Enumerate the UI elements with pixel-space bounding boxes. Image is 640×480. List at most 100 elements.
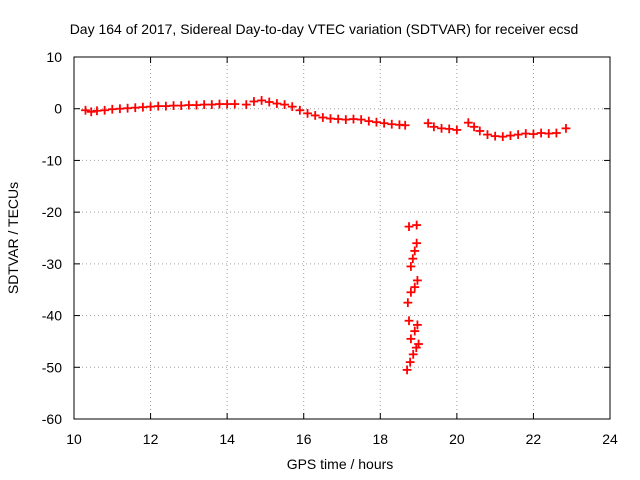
data-point — [349, 114, 358, 124]
data-point — [326, 114, 335, 123]
data-point — [406, 262, 416, 271]
data-point — [176, 101, 186, 111]
data-point — [318, 113, 328, 122]
data-point — [513, 130, 523, 139]
data-point — [408, 349, 418, 359]
data-point — [192, 100, 201, 110]
data-point — [561, 123, 571, 133]
data-point — [272, 99, 282, 108]
y-tick-label: 10 — [46, 49, 62, 65]
data-point — [207, 100, 217, 109]
tick-layer — [73, 56, 611, 420]
data-point — [161, 101, 171, 111]
data-point — [410, 246, 420, 256]
y-tick-label: -30 — [42, 256, 62, 272]
data-point — [264, 97, 274, 107]
x-tick-label: 22 — [526, 431, 542, 447]
y-axis-label: SDTVAR / TECUs — [5, 182, 21, 294]
data-point — [199, 100, 209, 109]
data-point — [506, 131, 515, 141]
y-tick-label: -60 — [42, 411, 62, 427]
x-tick-label: 20 — [449, 431, 465, 447]
data-point — [444, 124, 454, 134]
data-point — [521, 129, 531, 138]
x-tick-label: 18 — [372, 431, 388, 447]
data-point — [310, 111, 320, 120]
data-point — [413, 320, 422, 330]
data-point — [81, 105, 90, 115]
data-point — [469, 122, 479, 132]
data-point — [437, 123, 446, 133]
data-point — [404, 222, 414, 232]
data-point — [463, 118, 473, 128]
data-point — [490, 131, 500, 141]
x-tick-label: 16 — [296, 431, 312, 447]
data-point — [333, 114, 343, 124]
data-point — [130, 103, 140, 113]
y-tick-label: 0 — [54, 101, 62, 117]
data-point — [123, 103, 133, 113]
data-point — [414, 339, 423, 349]
data-point — [400, 120, 410, 130]
data-point — [100, 105, 110, 115]
data-point — [404, 316, 414, 326]
data-point — [249, 97, 259, 106]
y-tick-label: -10 — [42, 152, 62, 168]
data-point — [406, 334, 416, 344]
data-point — [257, 96, 267, 105]
data-point — [406, 287, 416, 297]
data-point — [483, 130, 492, 139]
data-point — [92, 106, 102, 116]
data-point — [498, 132, 508, 142]
data-point — [153, 101, 163, 111]
x-tick-label: 14 — [219, 431, 235, 447]
data-point — [169, 101, 178, 111]
data-point — [138, 102, 148, 112]
data-point — [222, 99, 232, 109]
y-tick-label: -50 — [42, 359, 62, 375]
data-point — [341, 115, 351, 124]
grid-layer — [74, 57, 610, 419]
data-point — [429, 122, 439, 132]
data-point — [379, 118, 389, 128]
data-point — [402, 365, 412, 375]
data-point — [86, 107, 96, 117]
data-point — [452, 125, 462, 135]
data-series-sdtvar — [81, 96, 571, 375]
data-point — [544, 129, 554, 138]
x-axis-label: GPS time / hours — [287, 456, 394, 472]
chart-title: Day 164 of 2017, Sidereal Day-to-day VTE… — [70, 21, 579, 37]
data-point — [287, 102, 297, 112]
data-point — [423, 118, 433, 128]
data-point — [146, 102, 155, 112]
data-point — [356, 115, 366, 124]
y-tick-label: -20 — [42, 204, 62, 220]
data-point — [295, 105, 305, 115]
data-point — [230, 99, 240, 109]
data-point — [184, 100, 194, 110]
data-point — [413, 276, 422, 285]
data-point — [241, 100, 251, 109]
data-point — [303, 108, 312, 118]
data-point — [408, 254, 418, 264]
data-point — [405, 357, 415, 367]
data-point — [280, 100, 289, 109]
y-tick-label: -40 — [42, 308, 62, 324]
data-point — [372, 117, 381, 127]
x-tick-label: 10 — [66, 431, 82, 447]
data-point — [364, 116, 374, 126]
data-point — [403, 298, 413, 308]
data-point — [412, 238, 422, 248]
data-point — [410, 282, 420, 292]
x-tick-label: 24 — [602, 431, 618, 447]
data-point — [529, 129, 538, 139]
data-point — [107, 104, 117, 114]
data-point — [475, 126, 485, 136]
data-point — [410, 326, 420, 336]
data-point — [387, 119, 397, 129]
tick-label-layer: 10 12 14 16 18 20 22 24 10 0 -10 -20 -30 -40 -50 -60 — [42, 49, 618, 447]
data-point — [115, 104, 125, 114]
data-point — [215, 99, 224, 109]
x-tick-label: 12 — [143, 431, 159, 447]
